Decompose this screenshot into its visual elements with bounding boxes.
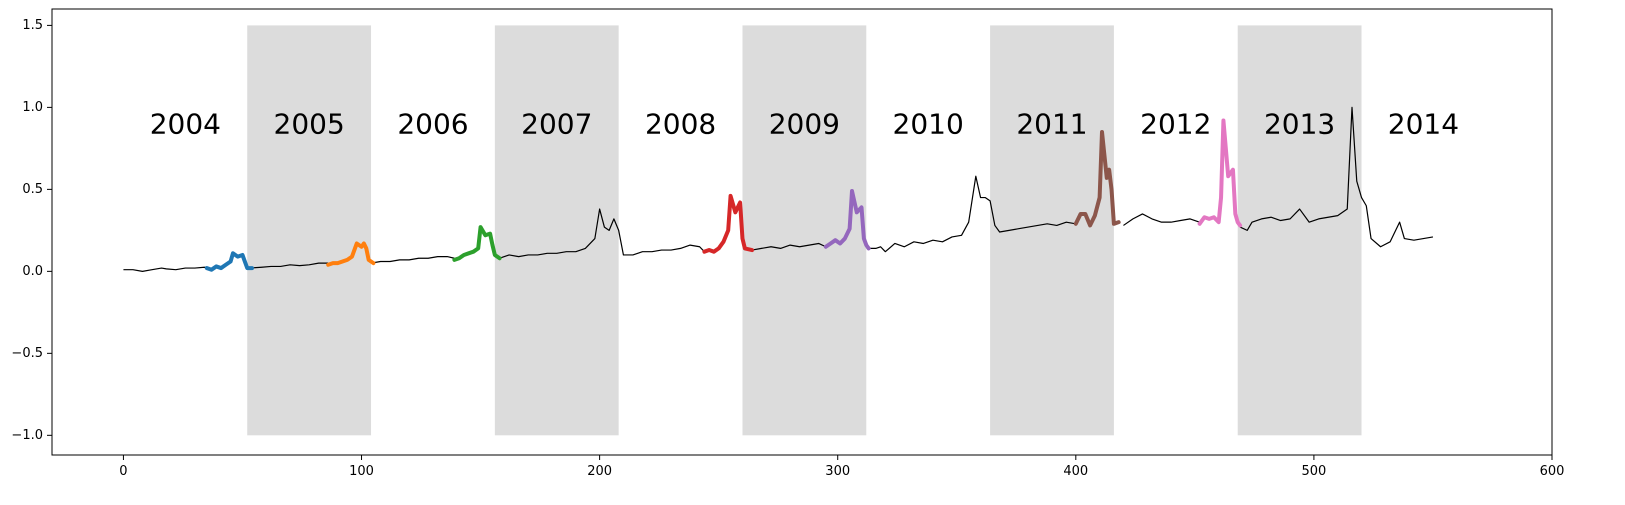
y-tick-label: −0.5 xyxy=(11,346,43,361)
year-label-2007: 2007 xyxy=(521,107,592,140)
year-label-2014: 2014 xyxy=(1388,107,1459,140)
year-label-2010: 2010 xyxy=(893,107,964,140)
base-line-segment xyxy=(751,242,827,251)
x-tick-label: 400 xyxy=(1063,464,1088,479)
base-line-segment xyxy=(868,175,1076,253)
base-line-segment xyxy=(370,256,455,264)
year-label-2013: 2013 xyxy=(1264,107,1335,140)
x-tick-label: 500 xyxy=(1301,464,1326,479)
base-line-segment xyxy=(499,208,705,259)
year-label-2005: 2005 xyxy=(274,107,345,140)
axes-frame xyxy=(51,8,1553,456)
year-band-2013 xyxy=(1237,25,1362,436)
base-line-segment xyxy=(249,262,329,269)
y-tick-label: 1.0 xyxy=(22,100,43,115)
highlight-line-6 xyxy=(1073,129,1121,228)
highlight-line-5 xyxy=(823,189,871,251)
highlight-line-4 xyxy=(702,193,754,254)
base-line-segment xyxy=(1239,106,1434,248)
y-tick-label: 1.5 xyxy=(22,18,43,33)
year-label-2009: 2009 xyxy=(769,107,840,140)
x-tick-label: 600 xyxy=(1540,464,1565,479)
x-tick-label: 300 xyxy=(825,464,850,479)
y-tick-label: −1.0 xyxy=(11,428,43,443)
base-line-segment xyxy=(1123,213,1200,226)
year-label-2011: 2011 xyxy=(1016,107,1087,140)
x-tick-label: 200 xyxy=(587,464,612,479)
y-axis: −1.0 −0.5 0.0 0.5 1.0 1.5 xyxy=(11,18,52,443)
year-label-2012: 2012 xyxy=(1140,107,1211,140)
year-label-2006: 2006 xyxy=(397,107,468,140)
x-tick-label: 0 xyxy=(119,464,127,479)
highlight-line-1 xyxy=(204,251,254,272)
year-band-2007 xyxy=(494,25,619,436)
year-labels: 2004 2005 2006 2007 2008 2009 2010 2011 2012 2013… xyxy=(150,107,1459,140)
highlight-line-3 xyxy=(452,225,502,262)
highlight-line-7 xyxy=(1197,118,1243,228)
year-band-2005 xyxy=(247,25,372,436)
year-label-2008: 2008 xyxy=(645,107,716,140)
base-line-segment xyxy=(123,266,210,272)
highlight-line-2 xyxy=(326,241,376,267)
y-tick-label: 0.5 xyxy=(22,182,43,197)
y-tick-label: 0.0 xyxy=(22,264,43,279)
year-label-2004: 2004 xyxy=(150,107,221,140)
x-tick-label: 100 xyxy=(349,464,374,479)
series-lines xyxy=(123,106,1434,272)
x-axis: 0 100 200 300 400 500 600 xyxy=(119,455,1564,479)
year-band-2009 xyxy=(742,25,867,436)
